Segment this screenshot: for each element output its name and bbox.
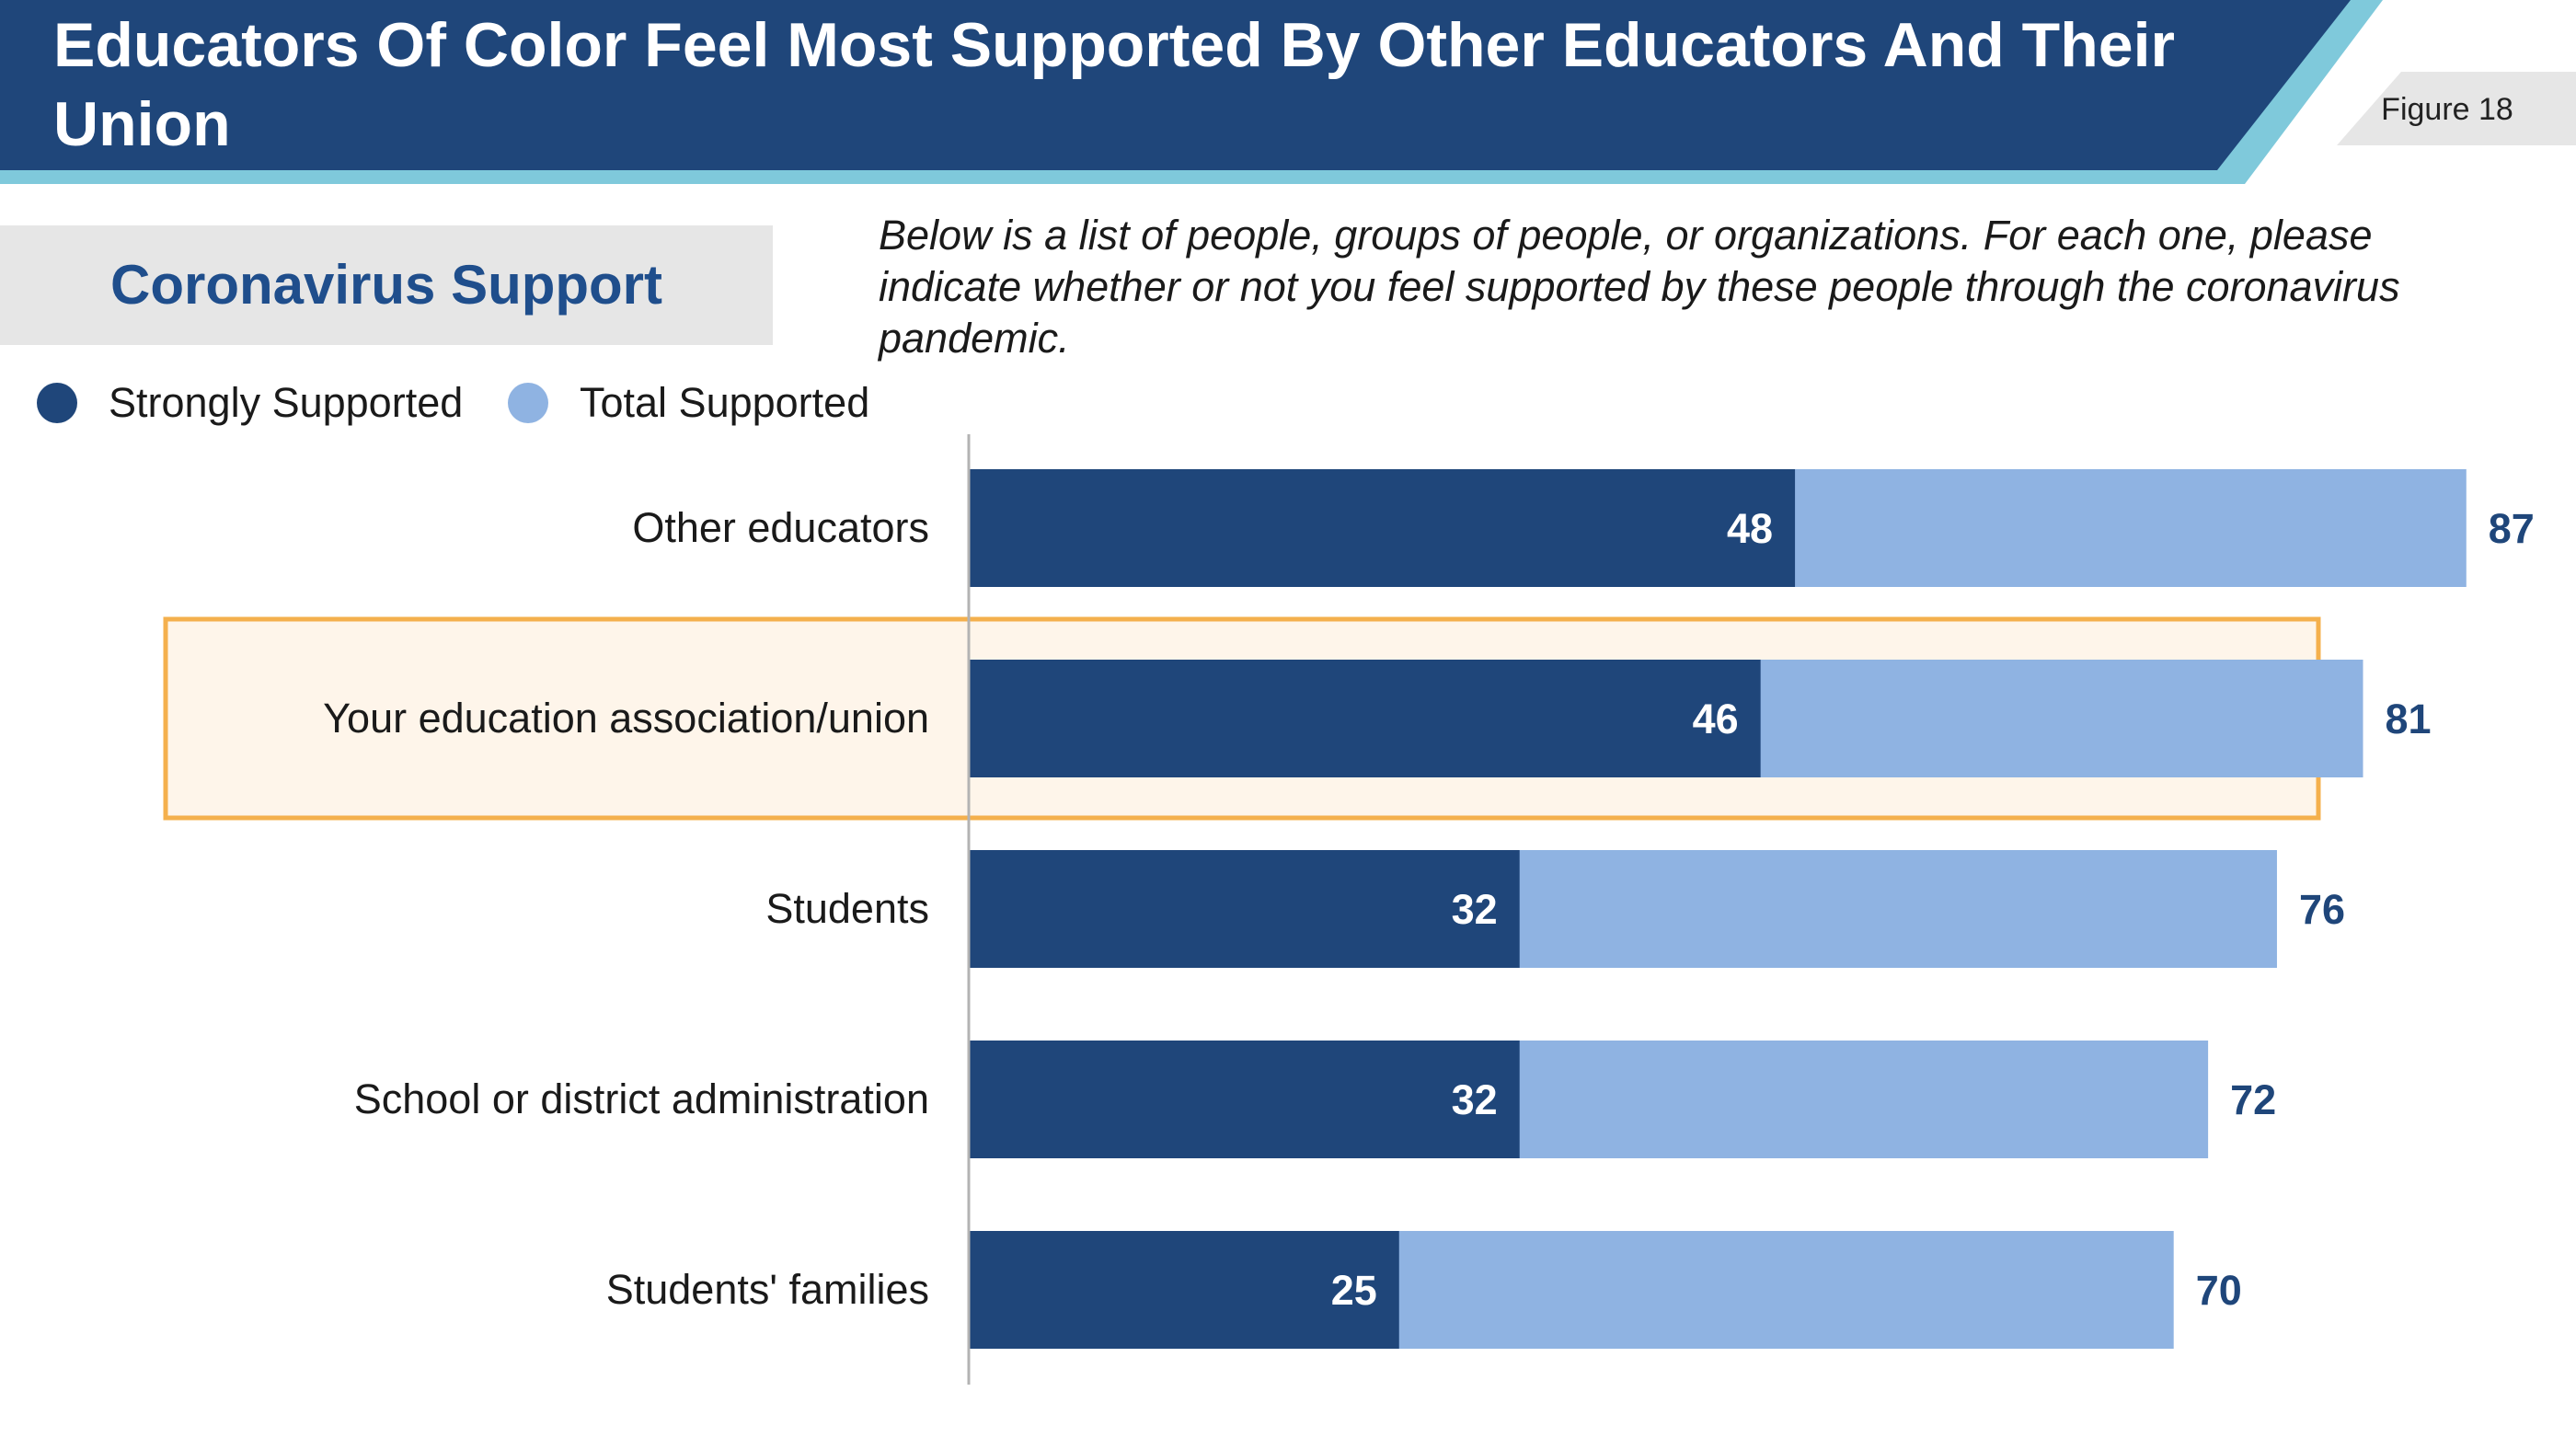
data-label-strong: 46 (1693, 696, 1739, 742)
category-label: School or district administration (354, 1075, 929, 1122)
section-title-box (0, 225, 773, 345)
category-label: Students (765, 885, 929, 932)
header-background (0, 0, 2351, 170)
category-label: Your education association/union (323, 695, 929, 742)
figure-label: Figure 18 (2381, 92, 2513, 127)
bar-strong-students-families (969, 1231, 1399, 1349)
data-label-total: 72 (2230, 1076, 2276, 1123)
section-title: Coronavirus Support (109, 254, 663, 316)
bar-strong-school-or-district-administration (969, 1041, 1520, 1158)
survey-question: Below is a list of people, groups of peo… (879, 212, 2400, 362)
category-label: Students' families (606, 1266, 929, 1313)
header-banner (0, 0, 2576, 184)
bar-strong-other-educators (969, 469, 1796, 587)
legend-label-total-supported: Total Supported (580, 379, 870, 426)
category-label: Other educators (632, 504, 929, 551)
data-label-total: 76 (2299, 886, 2345, 933)
legend-item-strongly-supported: Strongly Supported (37, 375, 463, 431)
data-label-strong: 25 (1331, 1267, 1377, 1314)
bar-strong-students (969, 850, 1520, 968)
data-label-total: 87 (2489, 505, 2535, 552)
data-label-strong: 32 (1452, 1076, 1498, 1123)
data-label-total: 81 (2386, 696, 2432, 742)
legend-dot-strong-icon (37, 383, 77, 423)
figure-tab (2337, 72, 2576, 145)
data-label-strong: 32 (1452, 886, 1498, 933)
legend-dot-total-icon (508, 383, 548, 423)
legend-item-total-supported: Total Supported (508, 375, 869, 431)
data-label-strong: 48 (1727, 505, 1773, 552)
page-title: Educators Of Color Feel Most Supported B… (53, 10, 2175, 159)
bar-strong-your-education-association-union (969, 660, 1761, 777)
legend-label-strongly-supported: Strongly Supported (109, 379, 464, 426)
data-label-total: 70 (2196, 1267, 2242, 1314)
